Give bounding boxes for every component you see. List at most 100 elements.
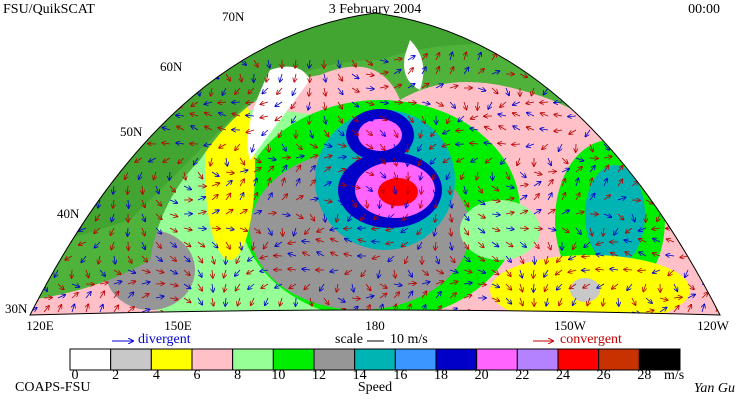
wind-arrow bbox=[520, 255, 523, 263]
scale-label: scale bbox=[335, 332, 363, 347]
wind-arrow bbox=[224, 311, 227, 315]
colorbar: 0 2 4 6 8 10 12 14 16 18 20 22 24 26 28 m/s bbox=[69, 348, 684, 383]
wind-arrow bbox=[585, 129, 591, 137]
wind-arrow bbox=[435, 101, 443, 106]
wind-arrow bbox=[54, 269, 59, 277]
wind-arrow bbox=[477, 255, 484, 261]
wind-arrow bbox=[477, 185, 482, 193]
wind-arrow bbox=[281, 214, 290, 215]
wind-arrow bbox=[266, 73, 268, 82]
wind-arrow bbox=[361, 269, 367, 276]
wind-arrow bbox=[610, 269, 619, 270]
wind-arrow bbox=[99, 55, 106, 61]
wind-arrow bbox=[169, 171, 170, 180]
wind-arrow bbox=[225, 73, 230, 81]
wind-arrow bbox=[294, 73, 296, 82]
wind-arrow bbox=[310, 129, 313, 138]
wind-arrow bbox=[379, 283, 387, 288]
wind-arrow bbox=[260, 116, 269, 118]
wind-arrow bbox=[85, 102, 94, 103]
wind-arrow bbox=[379, 115, 387, 120]
wind-arrow bbox=[603, 311, 608, 315]
wind-arrow bbox=[431, 129, 437, 136]
wind-arrow bbox=[627, 283, 633, 290]
wind-arrow bbox=[660, 59, 663, 67]
wind-arrow bbox=[169, 269, 177, 274]
wind-arrow bbox=[505, 311, 510, 315]
colorbar-tick: 12 bbox=[312, 368, 326, 383]
wind-arrow bbox=[456, 130, 465, 131]
wind-arrow bbox=[27, 214, 30, 222]
wind-arrow bbox=[596, 269, 605, 270]
wind-arrow bbox=[617, 197, 626, 200]
wind-arrow bbox=[323, 156, 332, 158]
wind-arrow bbox=[388, 255, 395, 261]
wind-arrow bbox=[421, 54, 427, 61]
wind-arrow bbox=[463, 227, 468, 235]
wind-arrow bbox=[351, 59, 356, 67]
wind-arrow bbox=[471, 157, 479, 162]
wind-arrow bbox=[680, 256, 689, 257]
wind-arrow bbox=[71, 86, 80, 88]
wind-arrow bbox=[80, 213, 87, 220]
wind-arrow bbox=[379, 185, 384, 193]
wind-arrow bbox=[491, 241, 499, 247]
wind-arrow bbox=[252, 143, 254, 152]
colorbar-tick: 6 bbox=[194, 368, 201, 383]
wind-arrow bbox=[310, 297, 312, 306]
wind-arrow bbox=[603, 143, 609, 150]
wind-arrow bbox=[543, 87, 549, 95]
wind-arrow bbox=[254, 193, 257, 201]
wind-arrow bbox=[394, 171, 397, 179]
wind-arrow bbox=[659, 115, 665, 122]
wind-arrow bbox=[617, 166, 623, 173]
wind-arrow bbox=[337, 157, 346, 158]
wind-arrow bbox=[316, 239, 325, 242]
wind-arrow bbox=[701, 171, 706, 179]
wind-arrow bbox=[351, 158, 360, 159]
wind-arrow bbox=[211, 210, 219, 215]
wind-arrow bbox=[624, 240, 633, 242]
wind-arrow bbox=[554, 102, 563, 103]
colorbar-tick: 8 bbox=[234, 368, 241, 383]
wind-arrow bbox=[240, 73, 242, 82]
wind-arrow bbox=[673, 88, 682, 90]
wind-arrow bbox=[458, 115, 465, 122]
lat-label: 70N bbox=[222, 9, 245, 24]
wind-arrow bbox=[701, 102, 710, 103]
wind-arrow bbox=[632, 115, 633, 124]
wind-arrow bbox=[30, 227, 31, 230]
wind-arrow bbox=[212, 297, 214, 306]
wind-arrow bbox=[505, 55, 512, 61]
wind-arrow bbox=[253, 311, 255, 315]
wind-arrow bbox=[183, 54, 189, 61]
wind-arrow bbox=[687, 171, 694, 177]
wind-arrow bbox=[418, 241, 423, 249]
wind-arrow bbox=[685, 269, 688, 277]
wind-arrow bbox=[420, 199, 422, 208]
wind-arrow bbox=[288, 269, 297, 270]
wind-arrow bbox=[491, 311, 498, 315]
wind-arrow bbox=[394, 129, 398, 137]
footer-right: Yan Gu bbox=[694, 381, 735, 396]
wind-arrow bbox=[379, 86, 388, 88]
wind-arrow bbox=[575, 158, 583, 161]
wind-arrow bbox=[197, 297, 202, 305]
wind-arrow bbox=[546, 311, 549, 315]
wind-arrow bbox=[477, 101, 478, 110]
wind-arrow bbox=[449, 255, 455, 262]
wind-arrow bbox=[79, 228, 87, 231]
wind-arrow bbox=[405, 255, 408, 263]
wind-arrow bbox=[421, 282, 430, 284]
wind-arrow bbox=[94, 227, 101, 233]
wind-arrow bbox=[393, 85, 401, 88]
wind-arrow bbox=[197, 171, 203, 179]
wind-arrow bbox=[65, 255, 73, 260]
wind-arrow bbox=[239, 157, 244, 165]
wind-arrow bbox=[224, 283, 226, 292]
wind-arrow bbox=[546, 255, 548, 264]
wind-arrow bbox=[30, 73, 35, 80]
wind-arrow bbox=[246, 102, 255, 103]
wind-arrow bbox=[392, 199, 394, 208]
wind-arrow bbox=[43, 297, 52, 298]
